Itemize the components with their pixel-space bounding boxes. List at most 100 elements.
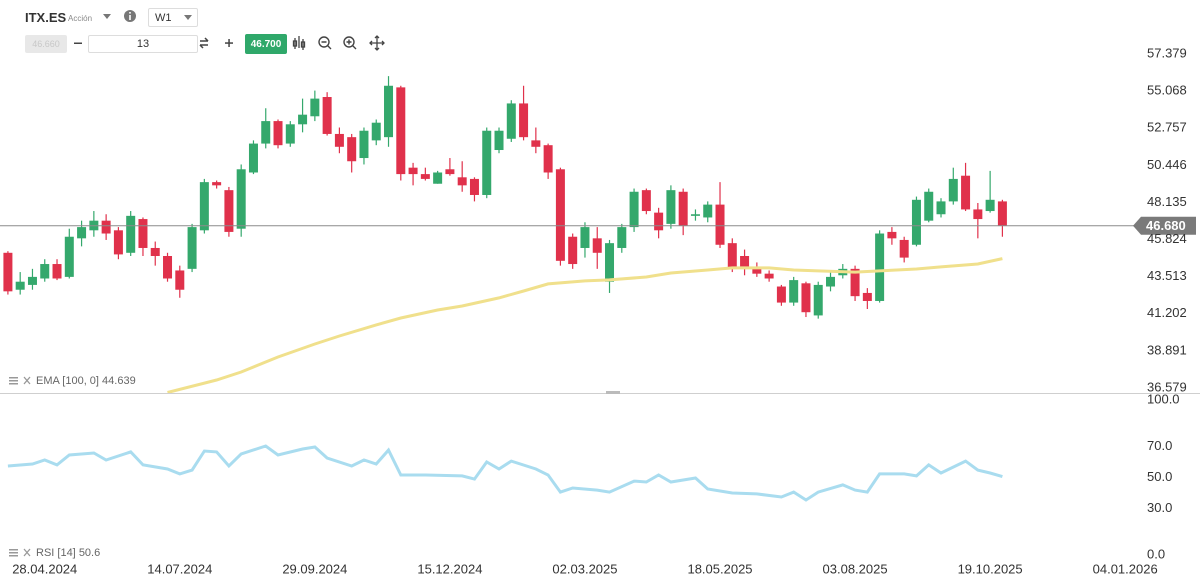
y-tick-label: 100.0: [1147, 391, 1180, 406]
x-tick-label: 18.05.2025: [687, 561, 752, 576]
rsi-legend: RSI [14] 50.6: [36, 547, 100, 559]
decrease-button[interactable]: [72, 37, 84, 49]
candle-body: [77, 227, 87, 239]
ema-legend-value: 44.639: [102, 375, 136, 387]
candle-body: [64, 236, 74, 277]
x-tick-label: 03.08.2025: [823, 561, 888, 576]
candle-body: [727, 243, 737, 268]
candle-body: [801, 283, 811, 313]
y-tick-label: 57.379: [1147, 45, 1187, 60]
candle-body: [384, 85, 394, 138]
timeframe-arrow: [184, 15, 192, 20]
candle-body: [887, 231, 897, 239]
candle-body: [654, 212, 664, 231]
candle-body: [617, 227, 627, 248]
candle-body: [629, 191, 639, 228]
candle-body: [776, 286, 786, 303]
symbol-dropdown[interactable]: [102, 13, 112, 21]
candle-body: [826, 276, 836, 287]
candle-body: [997, 201, 1007, 226]
swap-button[interactable]: [197, 36, 211, 50]
candle-body: [163, 256, 173, 279]
candle-body: [298, 114, 308, 125]
ema-legend-icon: [9, 376, 31, 385]
candle-body: [212, 182, 222, 186]
candle-body: [531, 140, 541, 147]
ema-legend-name: EMA [100, 0]: [36, 375, 99, 387]
candle-body: [322, 97, 332, 134]
rsi-legend-name: RSI [14]: [36, 547, 76, 559]
ema-line: [167, 257, 1003, 393]
zoom-out-icon[interactable]: [318, 36, 332, 50]
candle-body: [936, 201, 946, 215]
candle-body: [445, 169, 455, 175]
sell-price: 46.660: [32, 39, 60, 49]
candle-body: [469, 178, 479, 195]
rsi-plot: [7, 444, 1003, 502]
pan-icon[interactable]: [369, 35, 385, 51]
candle-body: [911, 199, 921, 245]
candle-body: [3, 252, 13, 292]
timeframe: W1: [155, 11, 172, 24]
candle-body: [703, 204, 713, 218]
ema-legend: EMA [100, 0] 44.639: [36, 375, 136, 387]
y-tick-label: 55.068: [1147, 83, 1187, 98]
candle-body: [875, 233, 885, 301]
last-price-box: [1133, 216, 1196, 235]
chart-type-icon[interactable]: [292, 36, 306, 50]
candle-body: [715, 204, 725, 245]
asset-type: Acción: [68, 13, 93, 23]
info-icon[interactable]: [123, 9, 137, 23]
rsi-line: [7, 444, 1003, 502]
y-tick-label: 0.0: [1147, 546, 1165, 561]
y-tick-label: 52.757: [1147, 120, 1187, 135]
candle-body: [236, 169, 246, 229]
candle-body: [678, 191, 688, 226]
candle-body: [15, 281, 25, 290]
candle-body: [666, 190, 676, 224]
quantity: 13: [136, 38, 150, 50]
candle-body: [641, 190, 651, 212]
candle-body: [690, 214, 700, 216]
y-tick-label: 30.0: [1147, 500, 1172, 515]
increase-button[interactable]: [223, 37, 235, 49]
candle-body: [973, 209, 983, 220]
sell-button[interactable]: 46.660: [25, 35, 67, 53]
buy-button[interactable]: 46.700: [245, 34, 287, 54]
candle-body: [433, 172, 443, 184]
candle-body: [359, 130, 369, 159]
quantity-input[interactable]: 13: [88, 35, 198, 53]
x-tick-label: 28.04.2024: [12, 561, 77, 576]
candle-body: [506, 103, 516, 139]
symbol[interactable]: ITX.ES: [25, 9, 67, 25]
candle-body: [543, 145, 553, 173]
candle-body: [396, 87, 406, 175]
last-price-label: 46.680: [1146, 218, 1186, 233]
candle-body: [40, 264, 50, 279]
candle-body: [175, 270, 185, 290]
candle-body: [457, 177, 467, 186]
candle-body: [494, 130, 504, 151]
y-tick-label: 36.579: [1147, 379, 1187, 394]
candle-body: [187, 227, 197, 269]
zoom-in-icon[interactable]: [343, 36, 357, 50]
candle-body: [924, 191, 934, 221]
x-tick-label: 04.01.2026: [1093, 561, 1158, 576]
rsi-legend-icon: [9, 548, 31, 557]
candle-body: [101, 220, 111, 234]
candle-body: [568, 236, 578, 265]
candle-body: [150, 247, 160, 257]
candle-body: [605, 243, 615, 282]
timeframe-select[interactable]: W1: [148, 8, 198, 27]
candle-body: [27, 276, 37, 285]
candle-body: [285, 124, 295, 144]
x-tick-label: 29.09.2024: [282, 561, 347, 576]
candle-body: [850, 268, 860, 297]
price-plot: [3, 76, 1007, 393]
x-tick-label: 14.07.2024: [147, 561, 212, 576]
candle-body: [985, 199, 995, 212]
candle-body: [948, 178, 958, 202]
candle-body: [199, 182, 209, 231]
candle-body: [862, 292, 872, 301]
panel-handle[interactable]: [606, 391, 620, 394]
